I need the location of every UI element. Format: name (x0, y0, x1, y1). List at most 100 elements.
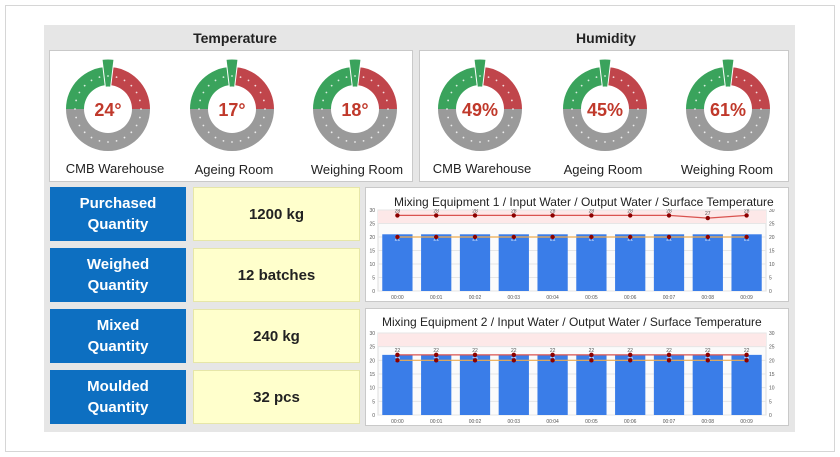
bar (421, 354, 452, 415)
y-tick-right: 15 (769, 372, 775, 378)
bar (537, 234, 568, 291)
gauge-tick (345, 76, 348, 79)
x-tick: 00:05 (585, 295, 598, 301)
gauge-tick (90, 79, 93, 82)
x-tick: 00:07 (663, 419, 676, 425)
x-tick: 00:01 (430, 295, 443, 301)
line-label: 28 (550, 208, 556, 214)
gauge-tick (74, 108, 76, 110)
humidity-gauge: 61% (686, 59, 770, 151)
bar (421, 234, 452, 291)
bar-label: 21 (627, 236, 633, 242)
x-tick: 00:09 (740, 419, 753, 425)
temperature-gauge: 24° (66, 59, 150, 151)
gauge-tick (450, 91, 453, 94)
gauge-red-segment (355, 67, 397, 110)
gauge-tick (727, 75, 729, 77)
bar (459, 354, 491, 415)
bar-label: 21 (472, 236, 478, 242)
gauge-needle (225, 59, 239, 88)
gauge-tick (632, 91, 635, 94)
gauge-tick (247, 136, 250, 139)
gauge-tick (587, 136, 590, 139)
gauge-tick (322, 99, 325, 102)
gauge-tick (254, 84, 257, 87)
series-line-upper-point (705, 215, 710, 221)
x-tick: 00:00 (391, 419, 404, 425)
gauge-tick (377, 131, 380, 134)
upper-band (378, 333, 766, 347)
gauge-center (705, 86, 751, 132)
x-tick: 00:02 (469, 295, 482, 301)
gauge-tick (627, 84, 630, 87)
gauge-tick (202, 91, 205, 94)
gauge-tick (446, 108, 448, 110)
gauge-tick (135, 124, 138, 127)
series-line-upper-point (628, 213, 633, 218)
gauge-tick (382, 124, 385, 127)
gauge-tick (595, 76, 598, 79)
x-tick: 00:03 (508, 419, 521, 425)
series-line-upper-point (589, 213, 594, 218)
gauge-value: 18° (341, 100, 368, 120)
y-tick-left: 15 (369, 249, 375, 255)
gauge-center (582, 86, 628, 132)
gauge-needle (348, 59, 362, 88)
humidity-title: Humidity (576, 30, 636, 46)
gauge-tick (90, 136, 93, 139)
gauge-tick (575, 124, 578, 127)
series-line-upper-point (589, 352, 594, 358)
gauge-tick (222, 139, 225, 142)
gauge-tick (479, 141, 481, 143)
series-line-lower-point (434, 234, 439, 240)
gauge-tick (107, 141, 109, 143)
line-label: 22 (705, 348, 711, 354)
chart-1-title: Mixing Equipment 1 / Input Water / Outpu… (390, 195, 778, 209)
bar (731, 354, 762, 415)
bar-label: 21 (705, 236, 711, 242)
gauge-tick (321, 108, 323, 110)
y-tick-left: 0 (372, 413, 375, 419)
temp-gauge-label-weighing: Weighing Room (310, 162, 404, 177)
y-tick-left: 20 (369, 235, 375, 241)
gauge-tick (202, 124, 205, 127)
gauge-tick (698, 91, 701, 94)
series-line-lower-point (705, 234, 710, 240)
gauge-tick (695, 116, 698, 119)
gauge-center (457, 86, 503, 132)
y-tick-left: 10 (369, 386, 375, 392)
gauge-tick (710, 136, 713, 139)
gauge-tick (78, 124, 81, 127)
gauge-tick (755, 124, 758, 127)
gauge-tick (718, 139, 721, 142)
line-label: 22 (627, 348, 633, 354)
gauge-grey-segment (563, 109, 647, 151)
series-line-upper-point (744, 352, 749, 358)
gauge-tick (98, 76, 101, 79)
metric-label-line1: Weighed (86, 256, 150, 273)
gauge-red-segment (605, 67, 647, 110)
gauge-tick (507, 124, 510, 127)
gauge-tick (83, 131, 86, 134)
bar (382, 234, 413, 291)
bar-label: 21 (433, 236, 439, 242)
x-tick: 00:08 (702, 295, 715, 301)
gauge-tick (330, 131, 333, 134)
metric-label-purchased: Purchased Quantity (50, 187, 186, 241)
gauge-value: 24° (94, 100, 121, 120)
metric-label-line1: Mixed (96, 317, 140, 334)
y-tick-left: 25 (369, 345, 375, 351)
bar (498, 354, 529, 415)
line-label: 28 (744, 208, 750, 214)
metric-label-line1: Purchased (79, 195, 157, 212)
series-line-lower-point (705, 358, 710, 363)
gauge-tick (462, 79, 465, 82)
gauge-tick (123, 79, 126, 82)
gauge-tick (703, 131, 706, 134)
y-tick-right: 15 (769, 249, 775, 255)
series-line-upper-point (705, 352, 710, 358)
hum-gauge-label-ageing: Ageing Room (563, 162, 643, 177)
gauge-tick (362, 139, 365, 142)
gauge-tick (345, 139, 348, 142)
line-label: 22 (395, 348, 401, 354)
